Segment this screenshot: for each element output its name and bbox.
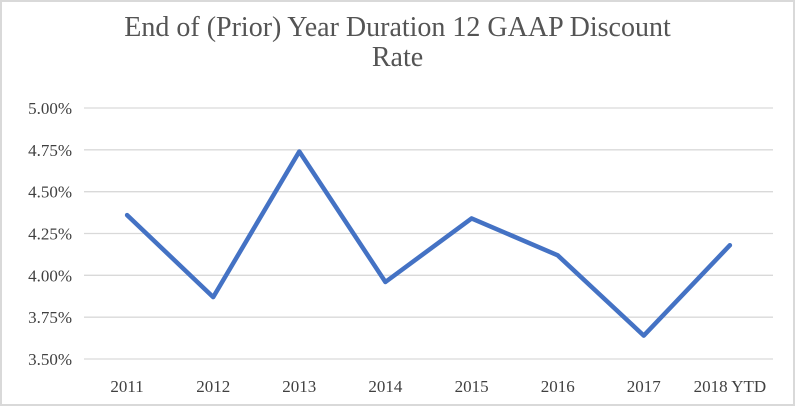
y-axis-tick-label: 5.00%	[28, 99, 72, 118]
x-axis-tick-label: 2015	[455, 377, 489, 396]
x-axis-tick-label: 2011	[110, 377, 143, 396]
x-axis-tick-label: 2014	[368, 377, 403, 396]
y-axis-tick-label: 3.50%	[28, 350, 72, 369]
y-axis-tick-label: 4.50%	[28, 183, 72, 202]
x-axis-tick-label: 2013	[282, 377, 316, 396]
y-axis-tick-label: 3.75%	[28, 308, 72, 327]
x-axis-tick-label: 2016	[541, 377, 575, 396]
discount-rate-series-line	[124, 149, 733, 338]
y-axis-tick-label: 4.00%	[28, 266, 72, 285]
y-axis-tick-label: 4.25%	[28, 225, 72, 244]
chart-title: End of (Prior) Year Duration 12 GAAP Dis…	[124, 12, 671, 73]
x-axis-tick-label: 2012	[196, 377, 230, 396]
x-axis-tick-label: 2017	[627, 377, 662, 396]
y-axis-tick-label: 4.75%	[28, 141, 72, 160]
x-axis-tick-label: 2018 YTD	[694, 377, 767, 396]
